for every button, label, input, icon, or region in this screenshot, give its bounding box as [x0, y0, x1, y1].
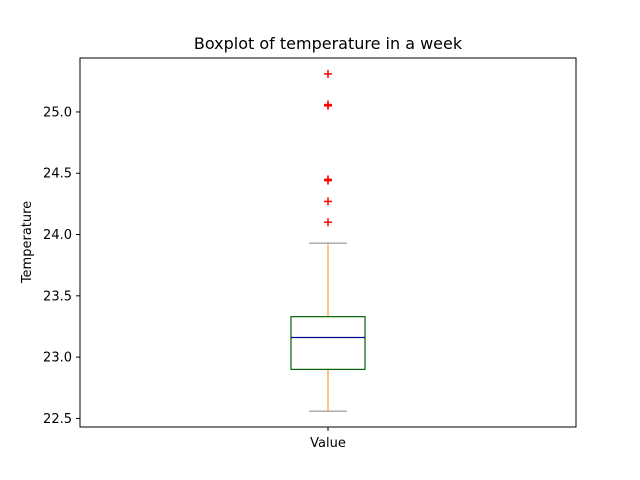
y-tick-label: 22.5 [43, 412, 72, 427]
plot-area [290, 69, 366, 412]
x-axis: Value [310, 427, 346, 451]
y-axis: 22.5 23.0 23.5 24.0 24.5 25.0 [43, 105, 80, 427]
x-tick-label: Value [310, 436, 346, 451]
y-tick-label: 25.0 [43, 105, 72, 120]
y-tick-label: 23.0 [43, 351, 72, 366]
iqr-box [290, 316, 366, 370]
chart-title: Boxplot of temperature in a week [194, 34, 463, 53]
y-tick-label: 24.5 [43, 167, 72, 182]
outlier-point [324, 218, 332, 227]
outlier-point [324, 100, 332, 109]
y-tick-label: 24.0 [43, 228, 72, 243]
outlier-point [324, 197, 332, 206]
outlier-point [324, 69, 332, 78]
y-axis-label: Temperature [20, 201, 35, 284]
plot-frame [79, 57, 577, 428]
y-tick-label: 23.5 [43, 289, 72, 304]
outlier-point [324, 175, 332, 184]
